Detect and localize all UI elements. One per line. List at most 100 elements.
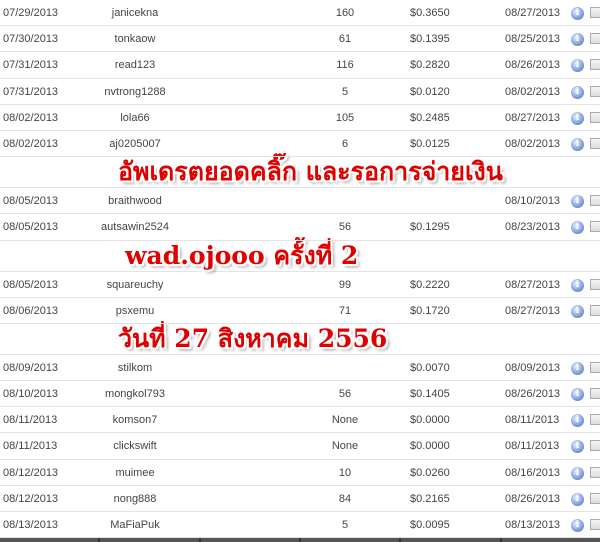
registered-date: 07/31/2013 <box>3 59 59 72</box>
registered-date: 08/12/2013 <box>3 466 59 479</box>
registered-date: 08/06/2013 <box>3 304 59 317</box>
username: mongkol793 <box>105 388 165 401</box>
row-checkbox[interactable] <box>590 221 600 233</box>
last-paid-date: 08/27/2013 <box>505 278 561 291</box>
earned-amount: $0.0120 <box>410 85 450 98</box>
last-paid-date: 08/09/2013 <box>505 361 561 374</box>
info-icon[interactable]: i <box>571 85 584 99</box>
username: stilkom <box>117 361 153 374</box>
info-icon[interactable]: i <box>571 440 584 454</box>
table-row: 08/12/2013 muimee 10 $0.0260 08/16/2013 i <box>0 460 600 486</box>
info-icon[interactable]: i <box>571 414 584 428</box>
last-paid-date: 08/25/2013 <box>505 33 561 46</box>
username: clickswift <box>113 440 157 453</box>
username: tonkaow <box>114 33 156 46</box>
info-icon[interactable]: i <box>571 59 584 73</box>
row-checkbox[interactable] <box>590 388 600 400</box>
info-icon[interactable]: i <box>571 111 584 125</box>
table-row: 08/05/2013 autsawin2524 56 $0.1295 08/23/201… <box>0 214 600 241</box>
registered-date: 07/31/2013 <box>3 85 59 98</box>
info-icon[interactable]: i <box>571 361 584 375</box>
clicks: None <box>331 440 359 453</box>
last-paid-date: 08/11/2013 <box>505 440 560 453</box>
table-row: 08/02/2013 lola66 105 $0.2485 08/27/2013 i <box>0 105 600 131</box>
row-checkbox[interactable] <box>590 304 600 316</box>
earned-amount: $0.0070 <box>410 361 450 374</box>
info-icon[interactable]: i <box>571 7 584 20</box>
bottom-toolbar <box>0 538 600 542</box>
username: squareuchy <box>106 278 164 291</box>
last-paid-date: 08/23/2013 <box>505 221 561 234</box>
registered-date: 08/05/2013 <box>3 221 59 234</box>
row-checkbox[interactable] <box>590 492 600 504</box>
table-row: 08/02/2013 aj0205007 6 $0.0125 08/02/2013 i <box>0 131 600 158</box>
username: janicekna <box>111 7 159 19</box>
username: nong888 <box>113 492 157 505</box>
row-checkbox[interactable] <box>590 414 600 426</box>
info-icon[interactable]: i <box>571 137 584 151</box>
username: read123 <box>114 59 156 72</box>
clicks: 5 <box>341 85 349 98</box>
info-icon[interactable]: i <box>571 33 584 47</box>
last-paid-date: 08/26/2013 <box>505 388 561 401</box>
username: braithwood <box>108 195 162 208</box>
username: aj0205007 <box>109 137 161 150</box>
last-paid-date: 08/10/2013 <box>505 195 561 208</box>
clicks: 6 <box>341 137 349 150</box>
earned-amount: $0.2820 <box>410 59 450 72</box>
row-checkbox[interactable] <box>590 195 600 207</box>
earned-amount: $0.2165 <box>410 492 450 505</box>
earned-amount: $0.0000 <box>410 414 450 427</box>
last-paid-date: 08/27/2013 <box>505 7 561 19</box>
table-row: 08/12/2013 nong888 84 $0.2165 08/26/2013 i <box>0 486 600 512</box>
row-checkbox[interactable] <box>590 33 600 45</box>
table-row: 08/13/2013 MaFiaPuk 5 $0.0095 08/13/2013 i <box>0 512 600 539</box>
row-checkbox[interactable] <box>590 59 600 71</box>
row-checkbox[interactable] <box>590 519 600 530</box>
table-row: 07/31/2013 read123 116 $0.2820 08/26/2013 i <box>0 52 600 79</box>
row-checkbox[interactable] <box>590 85 600 97</box>
last-paid-date: 08/27/2013 <box>505 304 561 317</box>
info-icon[interactable]: i <box>571 466 584 480</box>
registered-date: 08/12/2013 <box>3 492 59 505</box>
table-row: 08/11/2013 clickswift None $0.0000 08/11/201… <box>0 433 600 460</box>
info-icon[interactable]: i <box>571 492 584 506</box>
clicks: 5 <box>341 519 349 531</box>
last-paid-date: 08/27/2013 <box>505 111 561 124</box>
last-paid-date: 08/16/2013 <box>505 466 561 479</box>
clicks: 61 <box>338 33 352 46</box>
registered-date: 08/10/2013 <box>3 388 59 401</box>
earned-amount: $0.3650 <box>410 7 450 19</box>
info-icon[interactable]: i <box>571 519 584 532</box>
clicks: 56 <box>338 388 352 401</box>
clicks: 105 <box>335 111 355 124</box>
row-checkbox[interactable] <box>590 7 600 18</box>
username: komson7 <box>112 414 158 427</box>
earned-amount: $0.0000 <box>410 440 450 453</box>
row-checkbox[interactable] <box>590 361 600 373</box>
clicks: 160 <box>335 7 355 19</box>
last-paid-date: 08/26/2013 <box>505 59 561 72</box>
last-paid-date: 08/02/2013 <box>505 137 561 150</box>
info-icon[interactable]: i <box>571 388 584 402</box>
info-icon[interactable]: i <box>571 221 584 235</box>
registered-date: 08/13/2013 <box>3 519 59 531</box>
clicks: 116 <box>336 59 354 72</box>
earned-amount: $0.1720 <box>410 304 450 317</box>
clicks: 84 <box>338 492 352 505</box>
table-row: 08/05/2013 squareuchy 99 $0.2220 08/27/2013 i <box>0 272 600 298</box>
info-icon[interactable]: i <box>571 278 584 292</box>
row-checkbox[interactable] <box>590 466 600 478</box>
row-checkbox[interactable] <box>590 278 600 290</box>
overlay-caption-line1: อัพเดรตยอดคลิ๊ก และรอการจ่ายเงิน <box>0 157 600 189</box>
row-checkbox[interactable] <box>590 137 600 149</box>
info-icon[interactable]: i <box>571 304 584 318</box>
table-row: 08/09/2013 stilkom $0.0070 08/09/2013 i <box>0 355 600 382</box>
row-checkbox[interactable] <box>590 111 600 123</box>
username: psxemu <box>115 304 155 317</box>
table-row: 07/30/2013 tonkaow 61 $0.1395 08/25/2013 i <box>0 26 600 53</box>
clicks: None <box>331 414 359 427</box>
row-checkbox[interactable] <box>590 440 600 452</box>
info-icon[interactable]: i <box>571 195 584 209</box>
